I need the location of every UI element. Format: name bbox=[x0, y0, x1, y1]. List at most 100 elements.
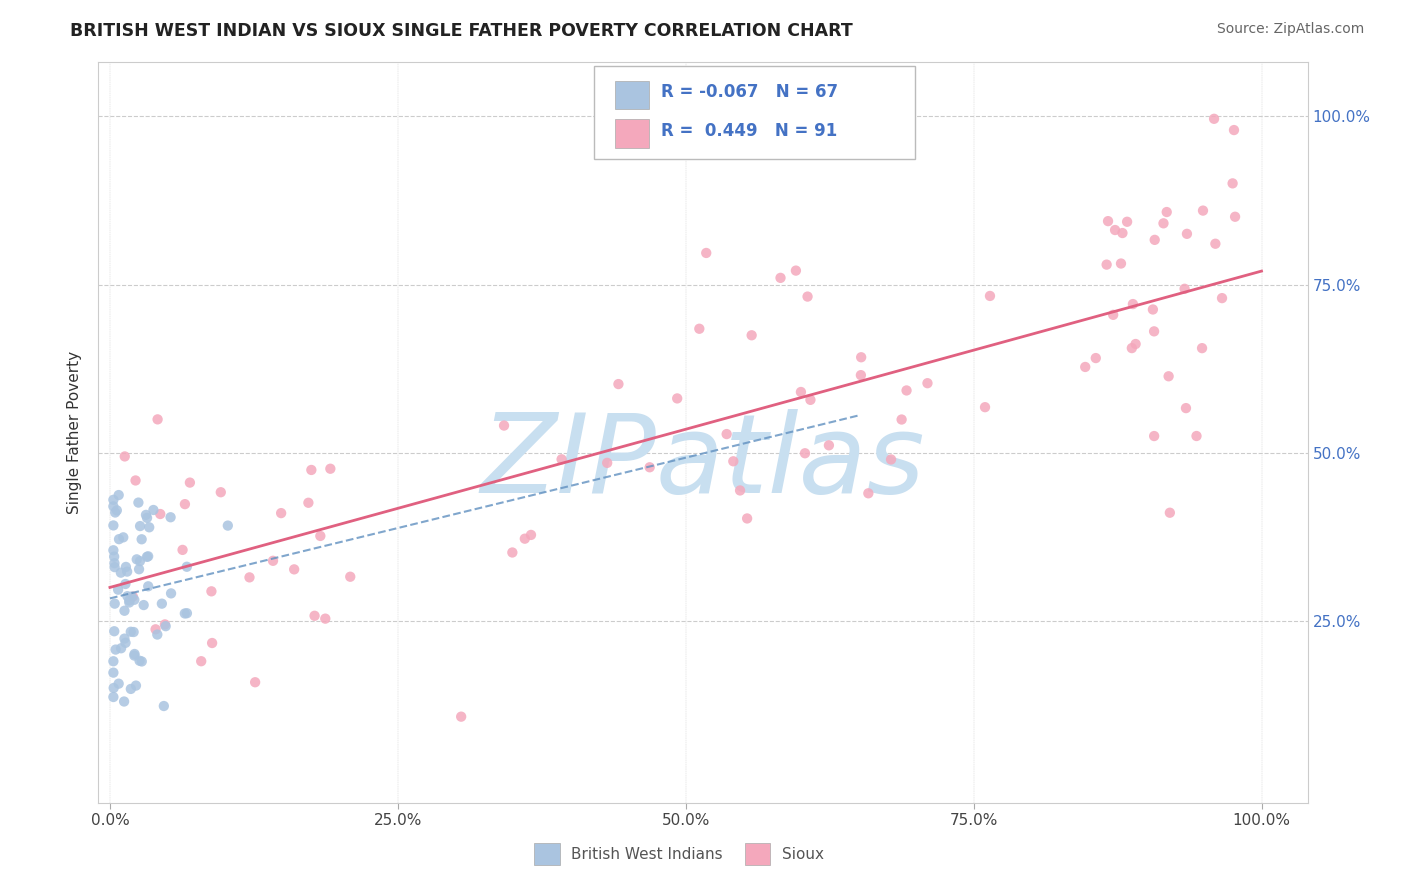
Text: Source: ZipAtlas.com: Source: ZipAtlas.com bbox=[1216, 22, 1364, 37]
Point bbox=[849, 368, 872, 383]
Point bbox=[124, 648, 146, 663]
Point bbox=[120, 624, 142, 639]
Point bbox=[127, 495, 149, 509]
Point bbox=[1109, 256, 1132, 270]
Point bbox=[1156, 205, 1178, 219]
Point bbox=[103, 543, 125, 558]
Point bbox=[1122, 297, 1144, 311]
Text: Sioux: Sioux bbox=[782, 847, 824, 862]
Point bbox=[136, 511, 159, 525]
Point bbox=[120, 681, 142, 696]
Point bbox=[209, 485, 232, 500]
Point bbox=[104, 506, 127, 520]
Point bbox=[114, 636, 136, 650]
Point bbox=[155, 619, 177, 633]
Point bbox=[1192, 203, 1215, 218]
Point bbox=[115, 560, 138, 574]
Point bbox=[135, 508, 157, 522]
Point bbox=[1095, 258, 1118, 272]
Point bbox=[118, 595, 141, 609]
Point bbox=[1143, 324, 1166, 338]
Point bbox=[103, 492, 125, 507]
Point bbox=[262, 554, 284, 568]
Point bbox=[160, 586, 183, 600]
Point bbox=[136, 549, 159, 564]
Point bbox=[596, 456, 619, 470]
Point bbox=[728, 483, 751, 498]
Point bbox=[105, 503, 128, 517]
Point bbox=[688, 322, 710, 336]
Text: R = -0.067   N = 67: R = -0.067 N = 67 bbox=[661, 83, 838, 101]
Point bbox=[122, 590, 145, 604]
Point bbox=[217, 518, 239, 533]
Point bbox=[112, 694, 135, 708]
Point bbox=[695, 246, 717, 260]
Point bbox=[114, 604, 136, 618]
Point bbox=[124, 647, 146, 661]
Point bbox=[1074, 359, 1097, 374]
Point bbox=[103, 549, 125, 564]
Point bbox=[153, 617, 176, 632]
Point bbox=[1174, 282, 1197, 296]
Point bbox=[309, 529, 332, 543]
Point bbox=[741, 328, 763, 343]
Point bbox=[1223, 210, 1246, 224]
Point bbox=[159, 510, 181, 524]
Point bbox=[304, 608, 326, 623]
Point bbox=[607, 377, 630, 392]
Point bbox=[1222, 177, 1244, 191]
Point bbox=[103, 556, 125, 570]
Point bbox=[124, 592, 146, 607]
Point bbox=[1211, 291, 1233, 305]
Point bbox=[666, 392, 689, 406]
Point bbox=[107, 676, 129, 690]
Point bbox=[1116, 215, 1139, 229]
Point bbox=[176, 559, 198, 574]
Point bbox=[1175, 401, 1198, 416]
Point bbox=[790, 384, 813, 399]
Point bbox=[146, 412, 169, 426]
Point bbox=[1143, 429, 1166, 443]
Point bbox=[136, 579, 159, 593]
Point bbox=[172, 542, 194, 557]
Point bbox=[179, 475, 201, 490]
Point bbox=[103, 500, 125, 514]
Point bbox=[1202, 112, 1225, 126]
Point bbox=[131, 655, 153, 669]
Point bbox=[794, 446, 817, 460]
Point bbox=[1104, 223, 1126, 237]
Point bbox=[1142, 302, 1164, 317]
Point bbox=[114, 450, 136, 464]
Point bbox=[103, 518, 125, 533]
FancyBboxPatch shape bbox=[595, 66, 915, 159]
Point bbox=[1125, 337, 1147, 351]
Point bbox=[1157, 369, 1180, 384]
Point bbox=[138, 520, 160, 534]
Point bbox=[896, 384, 918, 398]
Point bbox=[103, 624, 125, 639]
Point bbox=[131, 533, 153, 547]
Point bbox=[145, 622, 167, 636]
Point bbox=[153, 699, 176, 714]
Point bbox=[1143, 233, 1166, 247]
Point bbox=[115, 565, 138, 579]
Point bbox=[450, 709, 472, 723]
Point bbox=[110, 566, 132, 580]
Point bbox=[125, 552, 148, 566]
Point bbox=[176, 606, 198, 620]
Point bbox=[107, 488, 129, 502]
Point bbox=[117, 589, 139, 603]
Point bbox=[128, 562, 150, 576]
Point bbox=[974, 400, 997, 414]
Point bbox=[146, 627, 169, 641]
Point bbox=[1223, 123, 1246, 137]
Point bbox=[190, 654, 212, 668]
Point bbox=[142, 503, 165, 517]
Point bbox=[319, 461, 342, 475]
Point bbox=[112, 530, 135, 544]
Point bbox=[110, 641, 132, 656]
Point bbox=[1111, 226, 1133, 240]
Point bbox=[513, 532, 536, 546]
Point bbox=[243, 675, 266, 690]
Point bbox=[174, 497, 197, 511]
